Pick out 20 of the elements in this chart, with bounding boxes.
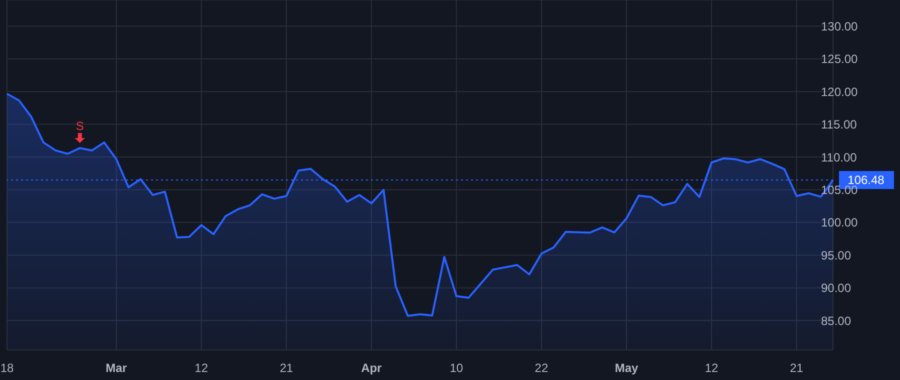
y-tick-label: 100.00	[821, 216, 858, 230]
y-tick-label: 95.00	[821, 248, 852, 262]
x-tick-label: 10	[450, 361, 464, 375]
x-tick-label: 21	[790, 361, 804, 375]
x-tick-label: 22	[534, 361, 548, 375]
x-tick-label: 21	[280, 361, 294, 375]
y-tick-label: 115.00	[821, 118, 858, 132]
x-tick-label: Apr	[361, 361, 382, 375]
y-tick-label: 85.00	[821, 314, 852, 328]
y-tick-label: 90.00	[821, 281, 852, 296]
y-tick-label: 120.00	[821, 84, 858, 99]
y-tick-label: 130.00	[821, 19, 858, 34]
y-tick-label: 125.00	[821, 52, 858, 66]
y-tick-label: 110.00	[821, 150, 858, 164]
x-tick-label: May	[614, 361, 638, 375]
x-tick-label: 12	[194, 361, 208, 375]
x-tick-label: 12	[704, 361, 719, 375]
annotation: S	[76, 119, 84, 134]
x-tick-label: 18	[0, 361, 14, 375]
x-tick-label: Mar	[106, 361, 128, 375]
